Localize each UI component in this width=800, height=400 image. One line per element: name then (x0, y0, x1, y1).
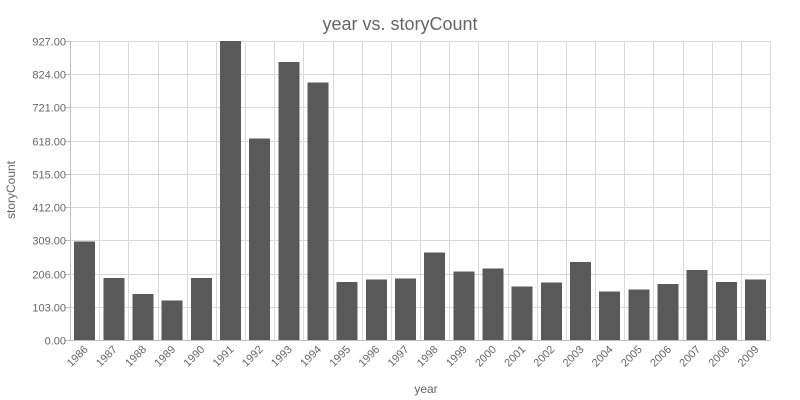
bar-1991[interactable] (219, 41, 241, 340)
bar-2004[interactable] (599, 291, 621, 340)
y-tick-label: 824.00 (32, 70, 66, 82)
bar-2009[interactable] (744, 279, 766, 340)
x-tick-label: 1994 (298, 344, 324, 370)
x-tick-label: 2002 (532, 344, 558, 370)
x-tick-label: 2005 (619, 344, 645, 370)
x-tick-label: 1987 (94, 344, 120, 370)
x-tick-label: 2009 (736, 344, 762, 370)
chart-title: year vs. storyCount (322, 14, 477, 34)
y-tick-label: 721.00 (32, 103, 66, 115)
x-tick-label: 1989 (152, 344, 178, 370)
x-tick-label: 1999 (444, 344, 470, 370)
y-tick-label: 103.00 (32, 303, 66, 315)
bar-2000[interactable] (482, 268, 504, 340)
bars (74, 41, 766, 341)
bar-2006[interactable] (657, 283, 679, 340)
x-axis-ticks: 1986 1987 1988 1989 1990 1991 1992 1993 1994 1995… (65, 344, 762, 370)
bar-1986[interactable] (74, 241, 96, 340)
bar-2001[interactable] (511, 286, 533, 340)
x-tick-label: 1991 (211, 344, 237, 370)
y-axis-ticks: 0.00 103.00 206.00 309.00 412.00 515.00 618.00… (32, 37, 66, 348)
y-tick-label: 206.00 (32, 270, 66, 282)
x-tick-label: 2006 (648, 344, 674, 370)
x-tick-label: 1998 (415, 344, 441, 370)
x-axis-title: year (414, 382, 437, 396)
x-tick-label: 1996 (357, 344, 383, 370)
x-tick-label: 1995 (327, 344, 353, 370)
bar-2005[interactable] (628, 289, 650, 340)
x-tick-label: 1993 (269, 344, 295, 370)
bar-2008[interactable] (715, 281, 737, 340)
y-tick-label: 0.00 (45, 336, 66, 348)
bar-1993[interactable] (278, 61, 300, 340)
x-tick-label: 2000 (473, 344, 499, 370)
bar-1996[interactable] (365, 279, 387, 340)
x-tick-label: 2001 (502, 344, 528, 370)
y-axis-title: storyCount (4, 160, 18, 219)
bar-2007[interactable] (686, 270, 708, 340)
bar-2003[interactable] (569, 261, 591, 340)
y-tick-label: 412.00 (32, 203, 66, 215)
x-tick-label: 1997 (386, 344, 412, 370)
bar-1999[interactable] (453, 271, 475, 340)
bar-2002[interactable] (540, 282, 562, 340)
bar-1997[interactable] (394, 278, 416, 340)
y-tick-label: 927.00 (32, 37, 66, 49)
x-tick-label: 1986 (65, 344, 91, 370)
x-tick-label: 1990 (182, 344, 208, 370)
bar-1988[interactable] (132, 294, 154, 340)
x-tick-label: 2007 (677, 344, 703, 370)
bar-1994[interactable] (307, 82, 329, 341)
y-tick-label: 618.00 (32, 137, 66, 149)
bar-1992[interactable] (249, 138, 271, 340)
y-tick-label: 515.00 (32, 170, 66, 182)
x-tick-label: 1988 (123, 344, 149, 370)
y-tick-label: 309.00 (32, 236, 66, 248)
bar-1998[interactable] (424, 252, 446, 340)
bar-1989[interactable] (161, 300, 183, 340)
x-tick-label: 1992 (240, 344, 266, 370)
bar-1987[interactable] (103, 278, 125, 340)
grid (70, 41, 771, 341)
bar-1990[interactable] (190, 278, 212, 340)
x-tick-label: 2003 (561, 344, 587, 370)
axes (65, 41, 770, 341)
x-tick-label: 2004 (590, 344, 616, 370)
x-tick-label: 2008 (707, 344, 733, 370)
bar-1995[interactable] (336, 281, 358, 340)
